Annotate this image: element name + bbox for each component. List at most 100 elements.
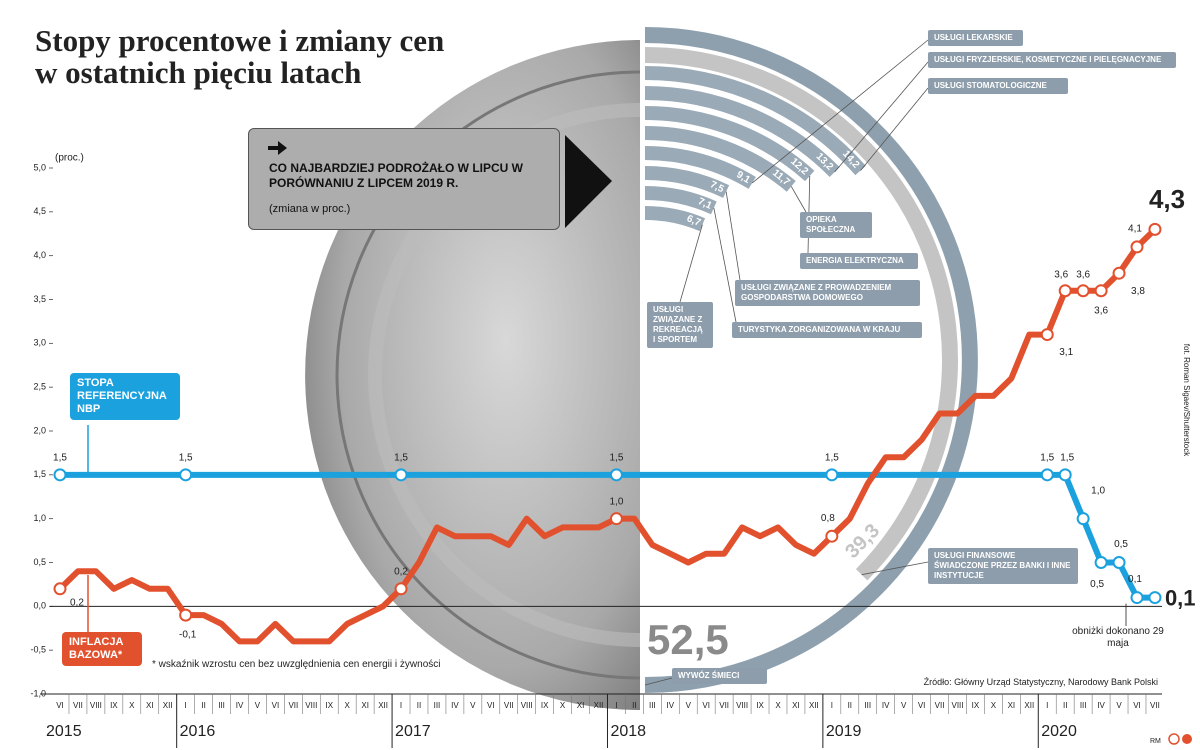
ring-bar <box>644 166 730 198</box>
category-label: USŁUGI STOMATOLOGICZNE <box>928 78 1068 94</box>
x-tick-label: VI <box>56 701 64 710</box>
x-tick-label: VI <box>487 701 495 710</box>
category-label: WYWÓZ ŚMIECI <box>672 668 767 684</box>
x-tick-label: XII <box>594 701 604 710</box>
point-marker <box>1112 556 1126 569</box>
value-label: 3,8 <box>1131 286 1145 297</box>
y-tick-label: 2,0 <box>33 425 46 435</box>
x-tick-label: VIII <box>736 701 748 710</box>
x-tick-label: IV <box>236 701 244 710</box>
value-label: 0,5 <box>1090 579 1104 590</box>
x-tick-label: XI <box>792 701 800 710</box>
series-line <box>57 227 1158 645</box>
x-tick-label: IX <box>756 701 764 710</box>
category-label: USŁUGI FINANSOWE ŚWIADCZONE PRZEZ BANKI … <box>928 548 1078 584</box>
point-marker <box>1058 468 1072 482</box>
source: Źródło: Główny Urząd Statystyczny, Narod… <box>923 677 1158 687</box>
value-label: 1,5 <box>394 452 408 463</box>
category-label: USŁUGI ZWIĄZANE Z REKREACJĄ I SPORTEM <box>647 302 713 348</box>
ring-bar <box>644 47 958 581</box>
x-tick-label: V <box>255 701 261 710</box>
year-label: 2019 <box>826 723 862 740</box>
y-tick-label: 3,5 <box>33 294 46 304</box>
point-marker <box>1040 468 1054 482</box>
value-label: 3,1 <box>1059 347 1073 358</box>
category-label: ENERGIA ELEKTRYCZNA <box>800 253 918 269</box>
point-marker <box>1130 591 1144 605</box>
y-tick-label: 0,5 <box>33 557 46 567</box>
x-tick-label: II <box>417 701 421 710</box>
x-tick-label: VIII <box>521 701 533 710</box>
x-tick-label: VIII <box>90 701 102 710</box>
x-tick-label: X <box>345 701 351 710</box>
y-tick-label: -1,0 <box>30 688 46 698</box>
category-label: USŁUGI LEKARSKIE <box>928 30 1023 46</box>
value-label: 7,1 <box>696 196 714 212</box>
leader-line <box>725 191 741 281</box>
x-tick-label: VII <box>504 701 514 710</box>
value-label: 1,5 <box>53 452 67 463</box>
leader-line <box>713 207 737 323</box>
x-tick-label: V <box>1116 701 1122 710</box>
x-tick-label: VIII <box>305 701 317 710</box>
x-tick-label: IX <box>541 701 549 710</box>
value-label: 0,2 <box>70 597 84 608</box>
leader-line <box>861 561 929 576</box>
point-marker <box>394 468 408 482</box>
x-tick-label: VII <box>719 701 729 710</box>
x-tick-label: I <box>185 701 187 710</box>
x-tick-label: III <box>1080 701 1087 710</box>
x-tick-label: X <box>991 701 997 710</box>
callout-box: CO NAJBARDZIEJ PODROŻAŁO W LIPCU W PORÓW… <box>248 128 560 230</box>
y-tick-label: 4,5 <box>33 206 46 216</box>
coin-rim <box>335 70 641 680</box>
y-tick-label: 4,0 <box>33 250 46 260</box>
x-tick-label: X <box>775 701 781 710</box>
x-tick-label: XI <box>577 701 585 710</box>
x-tick-label: IV <box>882 701 890 710</box>
x-tick-label: II <box>848 701 852 710</box>
year-label: 2015 <box>46 723 82 740</box>
legend-label: INFLACJA BAZOWA* <box>62 632 142 666</box>
category-label: USŁUGI FRYZJERSKIE, KOSMETYCZNE I PIELĘG… <box>928 52 1176 68</box>
value-label: 3,6 <box>1094 305 1108 316</box>
point-marker <box>1076 284 1090 298</box>
x-tick-label: VI <box>1133 701 1141 710</box>
x-tick-label: IV <box>1097 701 1105 710</box>
x-tick-label: VII <box>935 701 945 710</box>
leader-line <box>790 186 807 213</box>
value-label: 3,6 <box>1054 269 1068 280</box>
x-tick-label: IX <box>972 701 980 710</box>
x-tick-label: VII <box>73 701 83 710</box>
point-marker <box>1094 556 1108 569</box>
logo <box>1182 734 1192 744</box>
year-label: 2016 <box>180 723 216 740</box>
x-tick-label: XII <box>163 701 173 710</box>
point-marker <box>1040 328 1054 342</box>
x-tick-label: I <box>831 701 833 710</box>
leader-line <box>751 39 929 184</box>
value-label: 3,6 <box>1076 269 1090 280</box>
year-label: 2020 <box>1041 723 1077 740</box>
x-tick-label: XII <box>809 701 819 710</box>
annotation: obniżki dokonano 29 maja <box>1072 626 1164 649</box>
point-marker <box>609 468 623 482</box>
x-tick-label: VII <box>288 701 298 710</box>
value-label: 1,5 <box>609 452 623 463</box>
value-label: 1,5 <box>825 452 839 463</box>
x-tick-label: XI <box>1008 701 1016 710</box>
y-unit: (proc.) <box>55 153 84 164</box>
x-tick-label: IX <box>110 701 118 710</box>
value-label: 1,0 <box>1091 485 1105 496</box>
point-marker <box>1058 284 1072 298</box>
callout-subtitle: (zmiana w proc.) <box>269 203 351 215</box>
category-label: USŁUGI ZWIĄZANE Z PROWADZENIEM GOSPODARS… <box>735 280 920 306</box>
x-tick-label: XII <box>1024 701 1034 710</box>
value-label: 0,1 <box>1128 574 1142 585</box>
value-label: 1,0 <box>609 496 623 507</box>
category-label: TURYSTYKA ZORGANIZOWANA W KRAJU <box>732 322 922 338</box>
x-tick-label: VII <box>1150 701 1160 710</box>
ring-bar <box>644 186 717 215</box>
leader-line <box>679 224 703 303</box>
